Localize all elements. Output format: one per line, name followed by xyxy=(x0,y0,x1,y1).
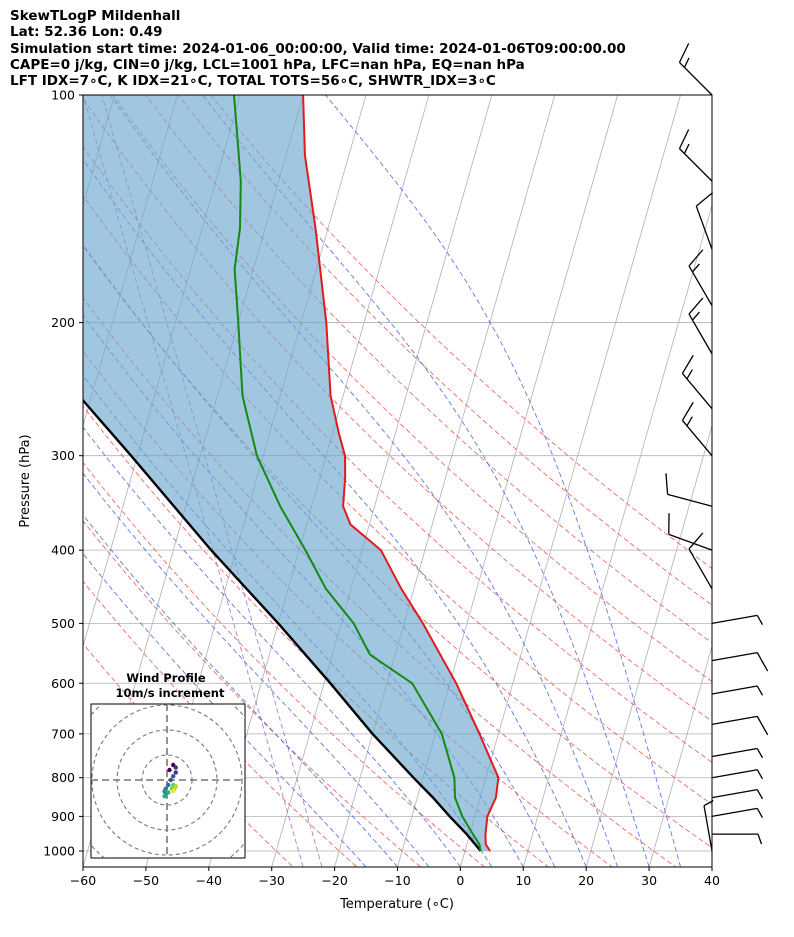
wind-barb xyxy=(711,807,764,818)
isotherm-gridline xyxy=(711,865,712,867)
dry-adiabat xyxy=(177,95,712,606)
x-tick-label: −30 xyxy=(259,873,285,888)
wind-barb xyxy=(688,532,713,590)
moist-adiabat xyxy=(83,426,461,867)
hodograph-point xyxy=(166,782,171,788)
moist-adiabat xyxy=(202,95,650,867)
wind-barb xyxy=(712,833,763,845)
y-tick-label: 200 xyxy=(51,315,75,330)
wind-barb xyxy=(678,43,713,96)
wind-barb xyxy=(695,192,714,250)
x-tick-label: −10 xyxy=(384,873,410,888)
x-tick-label: 20 xyxy=(578,873,594,888)
dry-adiabat xyxy=(145,95,712,644)
dry-adiabat xyxy=(210,95,712,569)
moist-adiabat xyxy=(83,552,367,867)
dry-adiabat xyxy=(83,461,486,867)
x-tick-label: −50 xyxy=(133,873,159,888)
x-tick-label: −20 xyxy=(321,873,347,888)
hodograph-point xyxy=(173,765,178,770)
y-axis-label: Pressure (hPa) xyxy=(18,434,33,527)
x-tick-label: −40 xyxy=(196,873,222,888)
moist-adiabat xyxy=(324,95,681,867)
wind-barb xyxy=(711,685,764,696)
wind-barb xyxy=(688,297,713,355)
y-tick-label: 700 xyxy=(51,726,75,741)
wind-barb xyxy=(711,788,764,800)
hodograph-point xyxy=(168,777,173,783)
x-tick-label: 10 xyxy=(515,873,531,888)
title-stability-indices: LFT IDX=7∘C, K IDX=21∘C, TOTAL TOTS=56∘C… xyxy=(10,73,496,90)
chart-title-block: SkewTLogP Mildenhall Lat: 52.36 Lon: 0.4… xyxy=(10,8,626,89)
y-tick-label: 400 xyxy=(51,543,75,558)
axes: −60 −50 −40 −30 −20 −10 0 10 20 30 40 100 200 300 400 5… xyxy=(43,88,720,889)
wind-barbs xyxy=(665,43,769,852)
isotherm-gridline xyxy=(585,424,712,867)
isotherm-gridline xyxy=(334,95,556,867)
hodograph-inset xyxy=(90,703,246,859)
title-times: Simulation start time: 2024-01-06_00:00:… xyxy=(10,40,626,57)
hodograph-title: Wind Profile xyxy=(126,671,206,685)
x-tick-label: −60 xyxy=(70,873,96,888)
x-tick-label: 0 xyxy=(456,873,464,888)
wind-barb xyxy=(681,354,713,410)
hodograph-point xyxy=(167,767,172,773)
title-cape-indices: CAPE=0 j/kg, CIN=0 j/kg, LCL=1001 hPa, L… xyxy=(10,56,525,73)
moist-adiabat xyxy=(109,95,619,867)
x-axis-label: Temperature (∘C) xyxy=(339,897,454,912)
y-tick-label: 500 xyxy=(51,616,75,631)
wind-barb xyxy=(665,473,713,507)
moist-adiabat xyxy=(83,514,398,867)
hodograph-point xyxy=(171,789,176,794)
x-tick-label: 40 xyxy=(704,873,720,888)
y-tick-label: 100 xyxy=(51,88,75,103)
parcel-profile-line xyxy=(83,398,482,852)
y-tick-label: 1000 xyxy=(43,843,75,858)
wind-barb xyxy=(668,513,713,551)
wind-barb xyxy=(711,715,769,736)
dry-adiabat xyxy=(83,580,358,867)
dry-adiabat xyxy=(83,520,422,867)
wind-barb xyxy=(711,769,764,780)
isotherm-gridline xyxy=(459,95,681,867)
hodograph-point xyxy=(173,770,178,775)
x-tick-label: 30 xyxy=(641,873,657,888)
wind-barb xyxy=(681,401,713,457)
title-location: Lat: 52.36 Lon: 0.49 xyxy=(10,24,163,41)
y-tick-label: 300 xyxy=(51,448,75,463)
dry-adiabat xyxy=(83,97,712,722)
hodograph-subtitle: 10m/s increment xyxy=(116,686,225,700)
wind-barb xyxy=(711,747,764,759)
hodograph-plot xyxy=(91,704,245,858)
hodograph-point xyxy=(166,790,171,795)
hodograph-point xyxy=(162,794,167,799)
y-tick-label: 900 xyxy=(51,809,75,824)
hodograph-point xyxy=(171,774,176,779)
dewpoint-line xyxy=(233,95,482,852)
title-station: SkewTLogP Mildenhall xyxy=(10,8,181,24)
isotherm-gridline xyxy=(271,95,493,867)
wind-barb xyxy=(711,614,764,625)
y-tick-label: 600 xyxy=(51,676,75,691)
cin-shading xyxy=(83,95,499,851)
wind-barb xyxy=(688,249,713,307)
isotherm-gridline xyxy=(648,644,712,867)
moist-adiabat xyxy=(83,472,430,867)
y-tick-label: 800 xyxy=(51,770,75,785)
wind-barb xyxy=(678,129,713,182)
temperature-line xyxy=(302,95,500,852)
wind-barb xyxy=(711,651,769,672)
isotherm-gridline xyxy=(522,203,712,867)
plot-area xyxy=(83,95,712,867)
